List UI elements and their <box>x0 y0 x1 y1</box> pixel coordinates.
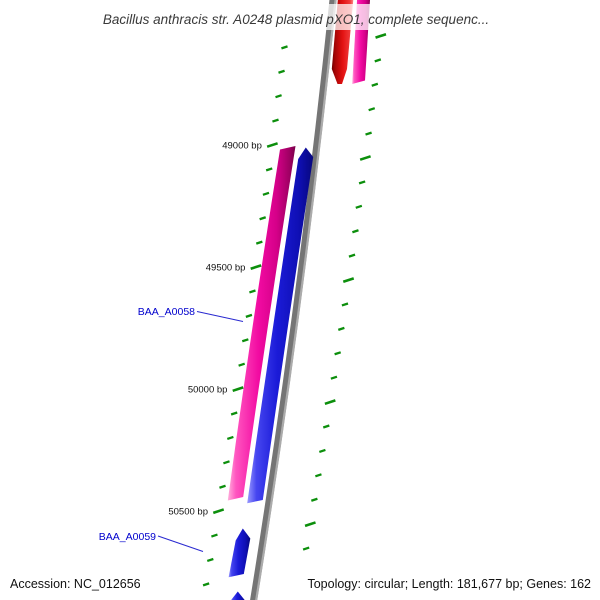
feature-blue-bottom-partial[interactable] <box>231 591 246 600</box>
minor-tick <box>275 94 282 99</box>
minor-tick-inner <box>322 424 330 429</box>
feature-baa-a0058-block[interactable] <box>227 146 296 501</box>
minor-tick-inner <box>368 107 376 112</box>
major-tick <box>212 508 225 515</box>
minor-tick <box>255 240 263 245</box>
tick-label: 49500 bp <box>206 263 246 274</box>
minor-tick <box>259 216 267 221</box>
minor-tick-inner <box>355 204 363 209</box>
minor-tick <box>281 45 288 50</box>
minor-tick <box>262 191 270 196</box>
title-backdrop <box>66 4 528 30</box>
minor-tick-inner <box>330 375 338 380</box>
minor-tick-inner <box>374 58 382 63</box>
minor-tick <box>241 338 249 343</box>
leader-line-baa-a0059 <box>157 535 204 553</box>
tick-label: 49000 bp <box>222 141 262 152</box>
minor-tick-inner <box>348 253 356 258</box>
minor-tick <box>278 69 285 74</box>
minor-tick <box>249 289 256 294</box>
minor-tick-inner <box>310 497 318 502</box>
minor-tick-inner <box>318 448 326 454</box>
minor-tick <box>226 435 234 441</box>
gene-label-baa-a0058[interactable]: BAA_A0058 <box>138 306 195 318</box>
status-accession: Accession: NC_012656 <box>10 577 141 591</box>
map-title: Bacillus anthracis str. A0248 plasmid pX… <box>103 12 489 27</box>
status-summary: Topology: circular; Length: 181,677 bp; … <box>307 577 591 591</box>
tick-label: 50500 bp <box>168 507 208 518</box>
minor-tick <box>265 167 273 172</box>
minor-tick-inner <box>302 546 310 551</box>
minor-tick <box>230 411 238 416</box>
leader-line-baa-a0058 <box>196 310 244 323</box>
minor-tick <box>238 362 246 367</box>
gene-label-baa-a0059[interactable]: BAA_A0059 <box>99 531 156 543</box>
minor-tick-inner <box>352 229 359 234</box>
backbone-highlight <box>255 0 337 600</box>
backbone-line <box>250 0 337 600</box>
minor-tick-inner <box>358 180 366 185</box>
major-tick-inner <box>359 155 372 161</box>
minor-tick <box>211 533 218 538</box>
minor-tick <box>245 313 253 318</box>
feature-blue-long-arrow[interactable] <box>247 147 314 504</box>
minor-tick <box>219 484 226 489</box>
minor-tick <box>223 460 230 465</box>
major-tick-inner <box>342 277 355 283</box>
minor-tick <box>206 557 214 563</box>
minor-tick-inner <box>365 131 372 136</box>
minor-tick-inner <box>334 351 342 356</box>
minor-tick-inner <box>341 302 349 307</box>
minor-tick <box>272 118 279 123</box>
major-tick <box>232 386 244 393</box>
major-tick-inner <box>304 521 316 528</box>
minor-tick <box>202 582 210 587</box>
tick-label: 50000 bp <box>188 385 228 396</box>
major-tick <box>250 264 262 270</box>
feature-baa-a0059-arrow[interactable] <box>228 528 251 578</box>
minor-tick-inner <box>371 82 379 87</box>
major-tick-inner <box>324 399 336 406</box>
minor-tick-inner <box>337 326 345 331</box>
major-tick <box>266 142 279 148</box>
minor-tick-inner <box>315 473 322 478</box>
ruler-ticks: 49000 bp 49500 bp 50000 bp 50500 bp <box>168 33 387 587</box>
major-tick-inner <box>375 33 387 39</box>
